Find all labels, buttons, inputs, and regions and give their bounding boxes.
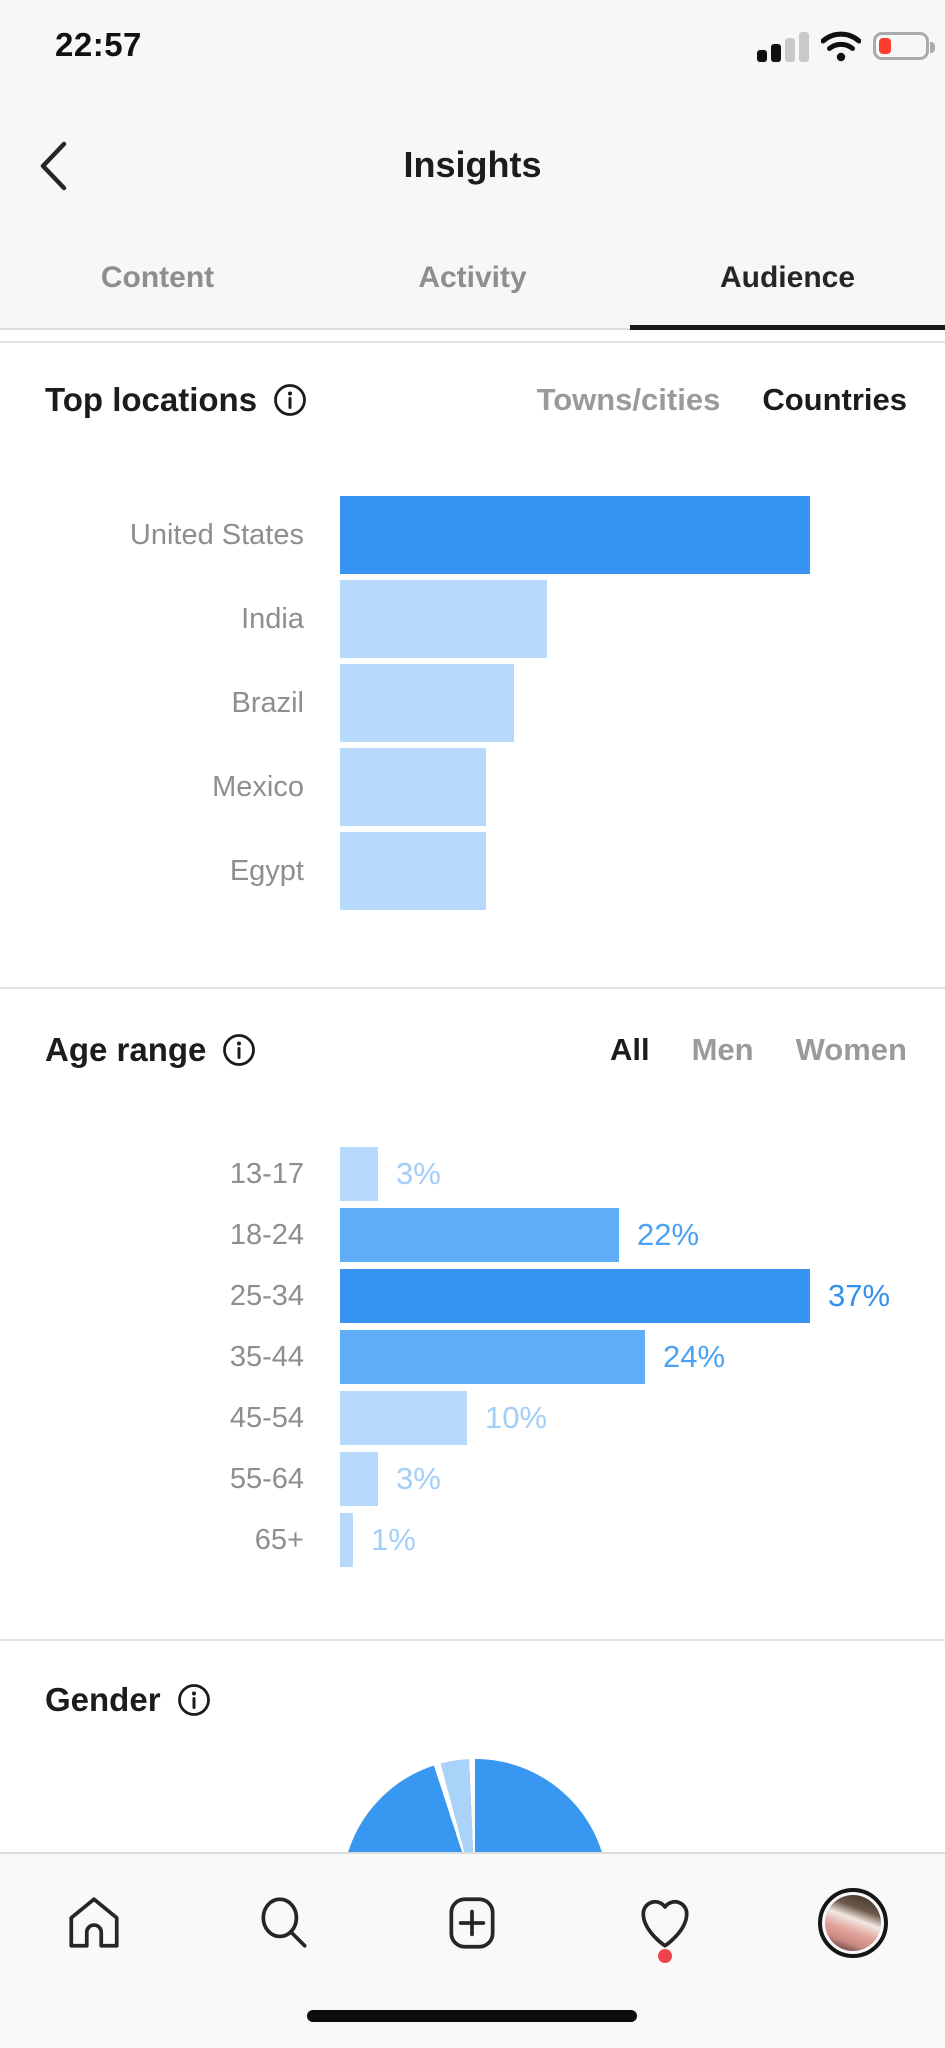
top-locations-chart: United States India Brazil Mexico Egypt: [0, 496, 945, 916]
section-divider: [0, 1639, 945, 1641]
age-row-18-24: 18-24 22%: [0, 1208, 945, 1262]
tab-activity[interactable]: Activity: [418, 261, 527, 294]
new-post-tab[interactable]: [427, 1878, 517, 1968]
age-label: 65+: [254, 1523, 304, 1556]
location-bar: [340, 664, 514, 742]
age-row-25-34: 25-34 37%: [0, 1269, 945, 1323]
top-locations-option-countries[interactable]: Countries: [762, 382, 907, 417]
activity-badge-dot: [658, 1949, 672, 1963]
age-range-option-all[interactable]: All: [609, 1032, 650, 1067]
location-bar: [340, 748, 486, 826]
age-bar: [340, 1513, 353, 1567]
home-indicator[interactable]: [307, 2010, 637, 2022]
top-locations-title: Top locations: [45, 381, 258, 418]
age-label: 13-17: [229, 1157, 304, 1190]
profile-avatar: [818, 1888, 888, 1958]
insights-tabs: Content Activity Audience: [0, 232, 945, 330]
age-value-label: 1%: [371, 1522, 416, 1557]
home-icon: [69, 1897, 119, 1948]
age-value-label: 24%: [663, 1339, 726, 1374]
top-locations-info-button[interactable]: [273, 383, 307, 417]
status-bar: 22:57: [0, 0, 945, 88]
location-bar: [340, 832, 486, 910]
age-range-option-women[interactable]: Women: [795, 1032, 907, 1067]
location-label: Mexico: [212, 770, 304, 803]
age-label: 35-44: [229, 1340, 304, 1373]
location-label: Brazil: [231, 686, 304, 719]
age-label: 55-64: [229, 1462, 304, 1495]
age-row-35-44: 35-44 24%: [0, 1330, 945, 1384]
location-row-united-states: United States: [0, 496, 945, 574]
age-range-toggle: All Men Women: [610, 1032, 907, 1068]
profile-tab[interactable]: [808, 1878, 898, 1968]
age-value-label: 3%: [396, 1461, 441, 1496]
age-range-chart: 13-17 3% 18-24 22% 25-34 37% 35-44 24% 45-54 10% 5…: [0, 1147, 945, 1574]
gender-info-button[interactable]: [177, 1683, 211, 1717]
page-title: Insights: [403, 144, 542, 185]
tab-content[interactable]: Content: [100, 261, 215, 294]
age-bar: [340, 1269, 810, 1323]
location-label: United States: [129, 518, 304, 551]
location-row-egypt: Egypt: [0, 832, 945, 910]
battery-icon: [873, 32, 935, 60]
age-label: 25-34: [229, 1279, 304, 1312]
search-icon: [261, 1897, 307, 1948]
age-label: 45-54: [229, 1401, 304, 1434]
gender-pie-chart: [0, 1759, 945, 1852]
active-tab-underline: [630, 325, 945, 330]
info-circle-icon: [274, 384, 306, 416]
age-value-label: 22%: [637, 1217, 700, 1252]
location-row-mexico: Mexico: [0, 748, 945, 826]
section-divider: [0, 341, 945, 343]
status-icons: [757, 26, 935, 66]
location-label: India: [241, 602, 304, 635]
age-range-header: Age range All Men Women: [0, 1020, 945, 1080]
info-circle-icon: [177, 1684, 210, 1716]
activity-tab[interactable]: [620, 1878, 710, 1968]
age-value-label: 10%: [485, 1400, 548, 1435]
location-bar: [340, 580, 547, 658]
chevron-left-icon: [40, 141, 67, 191]
gender-pie: [342, 1759, 608, 1852]
age-value-label: 3%: [396, 1156, 441, 1191]
heart-icon: [641, 1899, 689, 1948]
location-row-brazil: Brazil: [0, 664, 945, 742]
search-tab[interactable]: [239, 1878, 329, 1968]
age-row-55-64: 55-64 3%: [0, 1452, 945, 1506]
new-post-icon: [449, 1897, 495, 1949]
age-bar: [340, 1208, 619, 1262]
location-bar: [340, 496, 810, 574]
age-bar: [340, 1452, 378, 1506]
gender-title: Gender: [45, 1681, 161, 1718]
top-chrome: 22:57 Insights Content Activity Audience: [0, 0, 945, 330]
age-row-45-54: 45-54 10%: [0, 1391, 945, 1445]
home-tab[interactable]: [49, 1878, 139, 1968]
age-range-title: Age range: [45, 1031, 207, 1068]
age-label: 18-24: [229, 1218, 304, 1251]
top-locations-option-towns-cities[interactable]: Towns/cities: [536, 382, 721, 417]
cell-signal-icon: [757, 28, 809, 65]
age-bar: [340, 1330, 645, 1384]
gender-header: Gender: [0, 1670, 945, 1730]
age-row-13-17: 13-17 3%: [0, 1147, 945, 1201]
info-circle-icon: [223, 1034, 256, 1066]
navigation-header: Insights: [0, 100, 945, 230]
wifi-icon: [821, 31, 861, 62]
top-locations-header: Top locations Towns/cities Countries: [0, 370, 945, 430]
age-value-label: 37%: [828, 1278, 891, 1313]
location-label: Egypt: [229, 854, 304, 887]
age-row-65: 65+ 1%: [0, 1513, 945, 1567]
age-bar: [340, 1391, 467, 1445]
clock: 22:57: [55, 26, 142, 63]
age-bar: [340, 1147, 378, 1201]
age-range-option-men[interactable]: Men: [691, 1032, 754, 1067]
age-range-info-button[interactable]: [222, 1033, 256, 1067]
top-locations-toggle: Towns/cities Countries: [537, 382, 907, 418]
tab-audience[interactable]: Audience: [719, 261, 856, 294]
section-divider: [0, 987, 945, 989]
location-row-india: India: [0, 580, 945, 658]
back-button[interactable]: [18, 126, 88, 206]
